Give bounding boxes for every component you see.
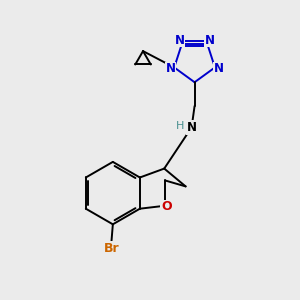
Text: O: O [161,200,172,213]
Text: N: N [175,34,185,47]
Text: N: N [204,34,214,47]
Text: N: N [214,62,224,75]
Text: Br: Br [103,242,119,255]
Text: N: N [187,121,196,134]
Text: N: N [166,62,176,75]
Text: H: H [176,121,184,131]
